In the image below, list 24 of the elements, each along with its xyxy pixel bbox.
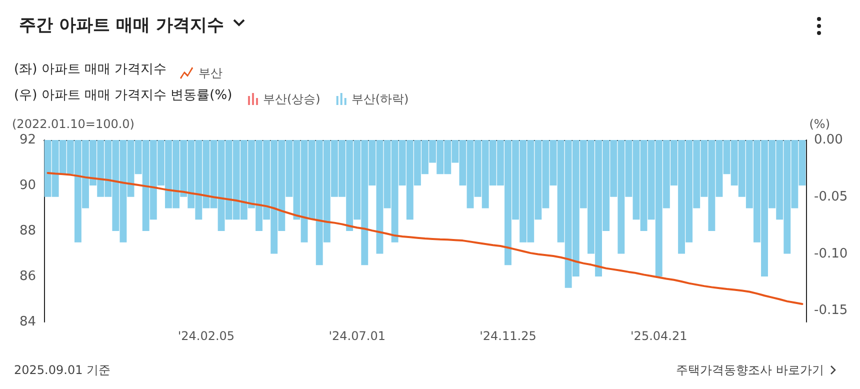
y-tick-label: 92 — [19, 132, 36, 148]
legend-label: 부산(상승) — [263, 92, 320, 106]
x-tick-label: '24.02.05 — [178, 329, 235, 343]
y-tick-label: 90 — [19, 178, 36, 193]
y2-axis-title: (%) — [809, 117, 830, 131]
y2-tick-label: 0.00 — [814, 132, 843, 148]
x-tick-label: '24.07.01 — [328, 329, 386, 343]
y2-tick-label: -0.10 — [814, 246, 848, 262]
x-tick-label: '25.04.21 — [630, 329, 688, 343]
text: (좌) 아파트 매매 가격지수 — [14, 62, 167, 77]
line-series — [46, 172, 804, 306]
text: 2025.09.01 기준 — [14, 363, 111, 377]
y-tick-label: 88 — [19, 224, 36, 238]
y-tick-label: 86 — [19, 269, 36, 284]
y-tick-label: 84 — [19, 314, 36, 330]
x-tick-label: '24.11.25 — [480, 329, 536, 343]
text: 주택가격동향조사 바로가기 — [676, 363, 824, 377]
y-axis-title: (2022.01.10=100.0) — [12, 117, 134, 131]
y2-tick-label: -0.05 — [814, 189, 848, 204]
text: (우) 아파트 매매 가격지수 변동률(%) — [14, 88, 232, 103]
legend-label: 부산(하락) — [351, 92, 409, 106]
y2-tick-label: -0.15 — [814, 303, 848, 318]
chart-title: 주간 아파트 매매 가격지수 — [19, 16, 224, 36]
legend-label: 부산 — [198, 66, 223, 80]
